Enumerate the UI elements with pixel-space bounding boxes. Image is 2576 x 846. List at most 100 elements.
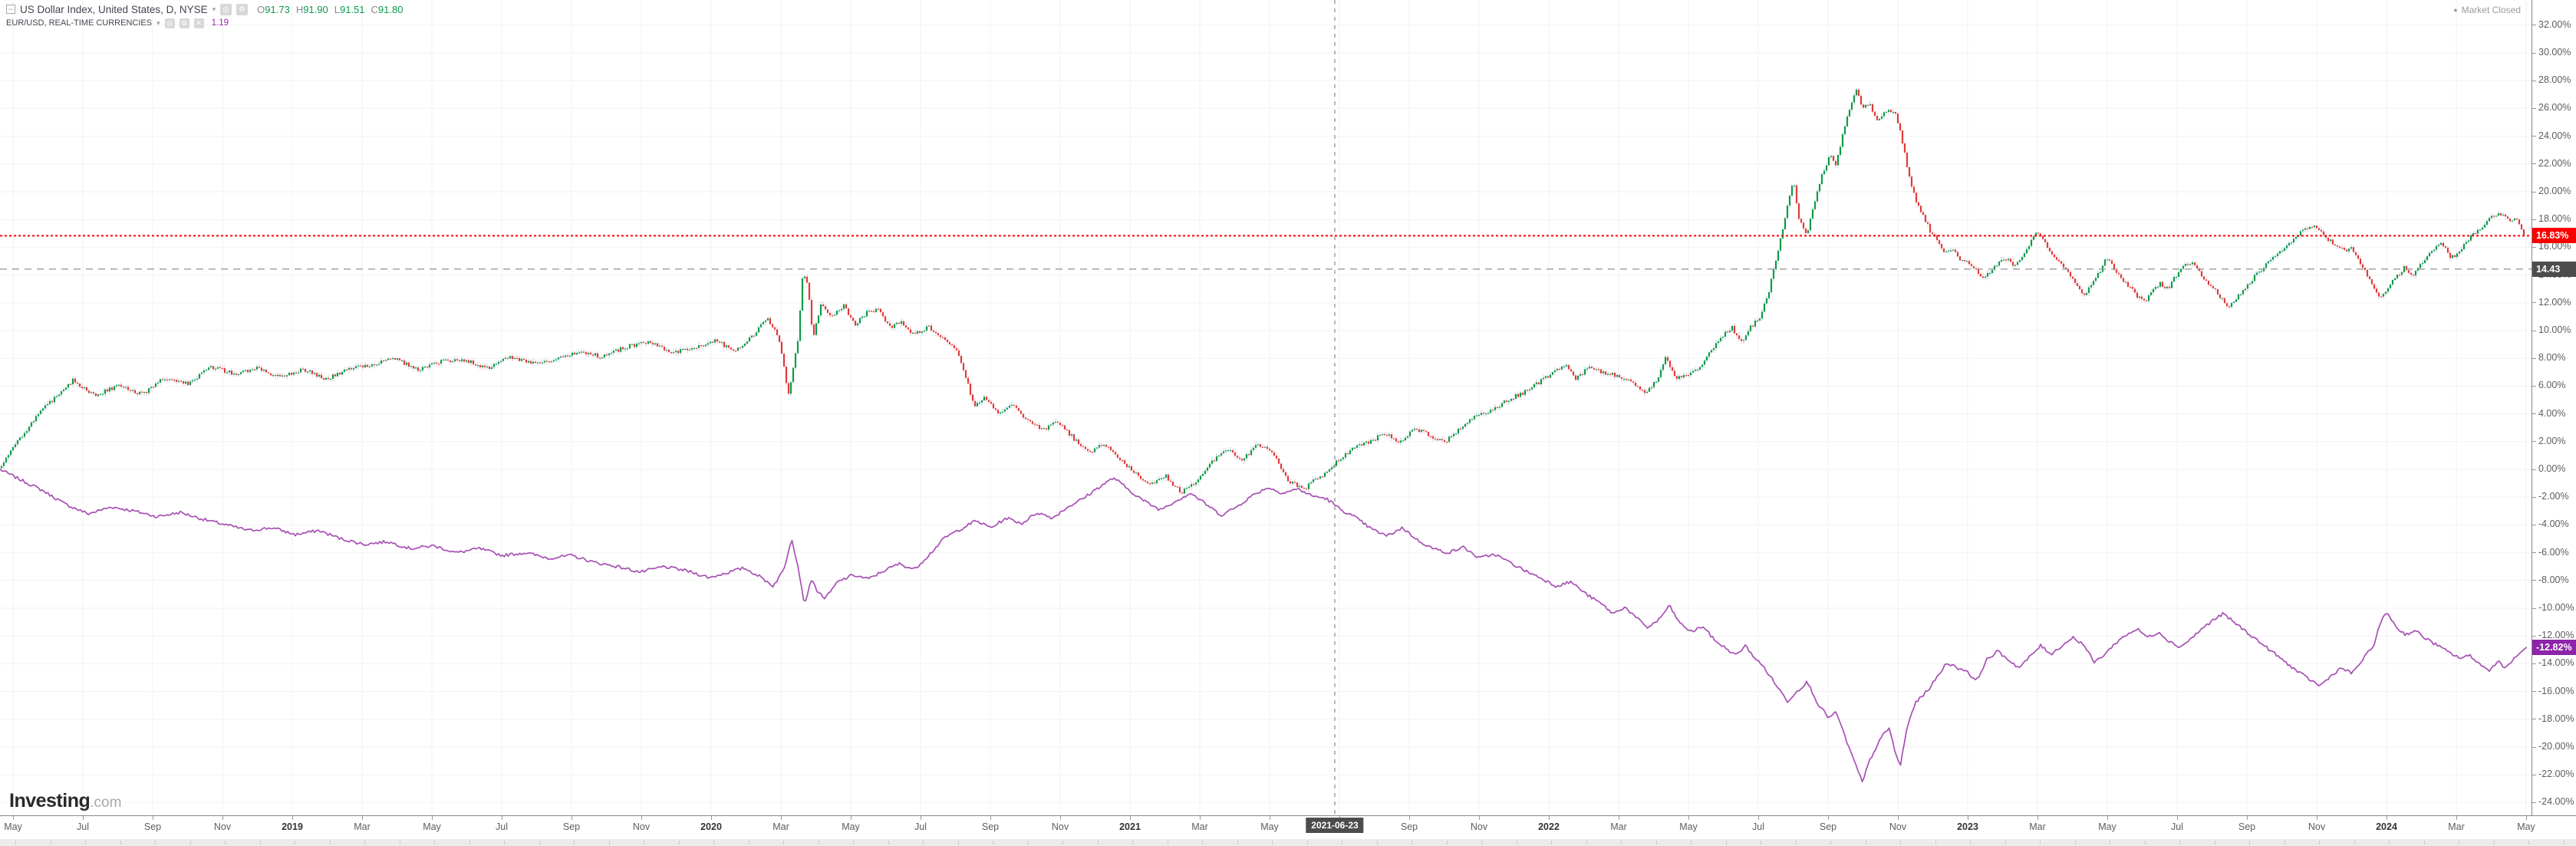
x-axis-tick [1130, 816, 1131, 820]
x-axis-tick [1060, 816, 1061, 820]
symbol-title[interactable]: US Dollar Index, United States, D, NYSE [20, 3, 208, 15]
strip-tick [15, 841, 16, 844]
y-axis-tick [2532, 163, 2536, 165]
strip-tick [2144, 841, 2146, 844]
x-axis-tick [222, 816, 223, 820]
x-axis-label: May [423, 821, 441, 832]
x-axis-tick [432, 816, 433, 820]
strip-tick [1551, 841, 1552, 844]
y-axis-tick [2532, 52, 2536, 54]
strip-tick [1202, 841, 1203, 844]
x-axis-tick [1898, 816, 1899, 820]
y-axis-label: -10.00% [2538, 602, 2574, 613]
compare-title[interactable]: EUR/USD, REAL-TIME CURRENCIES [6, 18, 153, 28]
y-axis-tick [2532, 746, 2536, 748]
strip-tick [1621, 841, 1622, 844]
gear-icon[interactable]: ⚙ [236, 3, 249, 15]
strip-tick [1027, 841, 1029, 844]
x-axis-label: Sep [562, 821, 581, 832]
chevron-down-icon[interactable]: ▾ [156, 18, 160, 27]
x-axis-tick [83, 816, 84, 820]
y-axis-label: 26.00% [2538, 102, 2571, 114]
strip-tick [2004, 841, 2006, 844]
candle-wicks [1, 87, 2525, 497]
chevron-down-icon[interactable]: ▾ [212, 5, 216, 13]
y-axis-tick [2532, 469, 2536, 470]
y-axis-label: 28.00% [2538, 74, 2571, 86]
high-value: H91.90 [295, 3, 328, 15]
y-axis-label: 0.00% [2538, 463, 2566, 474]
strip-tick [1062, 841, 1063, 844]
y-axis-tick [2532, 635, 2536, 637]
strip-tick [2074, 841, 2076, 844]
gear-icon[interactable]: ⚙ [179, 18, 189, 28]
x-axis-label: 2023 [1957, 821, 1978, 832]
strip-tick [783, 841, 784, 844]
y-axis-label: -12.00% [2538, 630, 2574, 641]
strip-tick [85, 841, 86, 844]
x-axis-label: Mar [2029, 821, 2046, 832]
y-axis-label: 12.00% [2538, 296, 2571, 308]
visibility-icon[interactable]: ◎ [220, 3, 232, 15]
close-icon[interactable]: ✕ [193, 18, 204, 28]
crosshair-price-label: 14.43 [2532, 261, 2576, 277]
x-axis-label: Jul [77, 821, 89, 832]
x-axis-label: 2022 [1538, 821, 1560, 832]
y-axis-label: 6.00% [2538, 380, 2566, 391]
bottom-scroll-strip[interactable] [0, 839, 2576, 846]
strip-tick [2040, 841, 2041, 844]
strip-tick [957, 841, 959, 844]
y-axis-tick [2532, 413, 2536, 415]
usdx-candle-series [0, 89, 2525, 494]
y-axis-tick [2532, 663, 2536, 664]
x-axis-label: Jul [2171, 821, 2183, 832]
y-axis-label: 32.00% [2538, 18, 2571, 30]
price-axis[interactable]: 32.00% 30.00% 28.00% 26.00% 24.00% 22.00% 20.0… [2532, 0, 2576, 815]
x-axis-tick [292, 816, 293, 820]
strip-tick [1830, 841, 1831, 844]
x-axis-label: 2024 [2376, 821, 2397, 832]
y-axis-tick [2532, 357, 2536, 359]
x-axis-label: May [842, 821, 860, 832]
x-axis-tick [2526, 816, 2527, 820]
x-axis-label: Jul [496, 821, 508, 832]
y-axis-label: 16.00% [2538, 241, 2571, 252]
time-axis[interactable]: May Jul Sep Nov 2019 Mar May Jul Sep Nov 2020 Mar Ma… [0, 815, 2576, 840]
y-axis-label: -16.00% [2538, 685, 2574, 696]
y-axis-tick [2532, 552, 2536, 554]
visibility-icon[interactable]: ◎ [164, 18, 175, 28]
x-axis-label: 2019 [282, 821, 303, 832]
y-axis-label: 4.00% [2538, 407, 2566, 419]
x-axis-label: Mar [2448, 821, 2465, 832]
x-axis-tick [2107, 816, 2108, 820]
y-axis-tick [2532, 136, 2536, 137]
open-value: O91.73 [257, 3, 290, 15]
y-axis-label: -8.00% [2538, 574, 2569, 585]
collapse-icon[interactable]: – [6, 5, 15, 14]
y-axis-label: -18.00% [2538, 713, 2574, 724]
x-axis-label: Sep [1400, 821, 1418, 832]
y-axis-label: -20.00% [2538, 741, 2574, 752]
strip-tick [1795, 841, 1797, 844]
symbol-legend-row: – US Dollar Index, United States, D, NYS… [6, 2, 403, 16]
x-axis-label: Jul [914, 821, 927, 832]
y-axis-tick [2532, 219, 2536, 220]
strip-tick [1900, 841, 1901, 844]
x-axis-label: Mar [1610, 821, 1627, 832]
gridlines [0, 0, 2532, 815]
investing-logo: Investing.com [9, 790, 122, 811]
strip-tick [120, 841, 121, 844]
chart-canvas[interactable] [0, 0, 2532, 815]
x-axis-label: Mar [354, 821, 371, 832]
x-axis-label: May [2098, 821, 2116, 832]
strip-tick [2493, 841, 2495, 844]
y-axis-tick [2532, 246, 2536, 248]
y-axis-tick [2532, 302, 2536, 304]
strip-tick [574, 841, 575, 844]
market-status: ● Market Closed [2453, 5, 2521, 15]
strip-tick [1970, 841, 1971, 844]
crosshair-date-label: 2021-06-23 [1306, 818, 1364, 833]
last-price-label: 16.83% [2532, 228, 2576, 244]
x-axis-tick [13, 816, 14, 820]
x-axis-label: Nov [632, 821, 651, 832]
